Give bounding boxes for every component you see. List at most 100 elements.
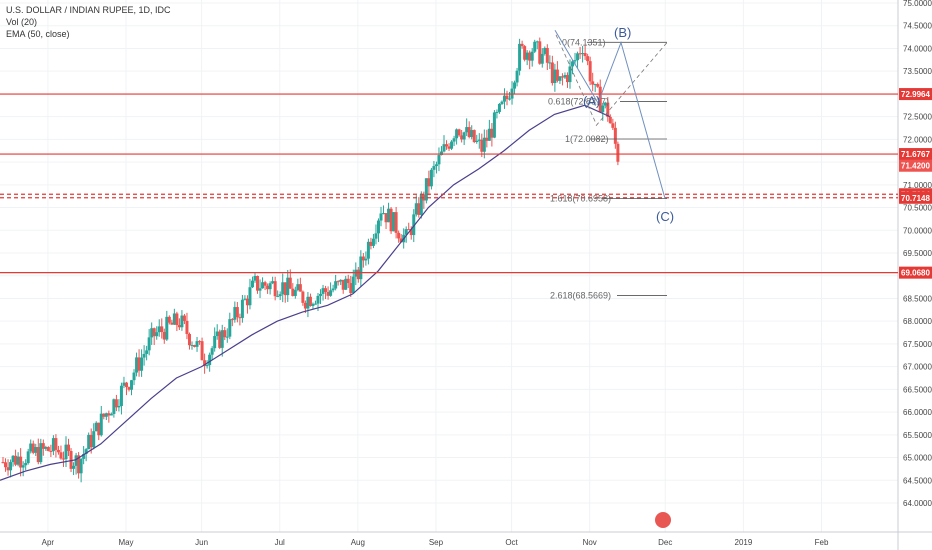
candle-body <box>492 112 496 138</box>
candle-body <box>379 213 383 221</box>
candle-body <box>210 348 214 355</box>
y-tick-label: 74.5000 <box>903 22 932 31</box>
candle-body <box>230 319 234 321</box>
candle-body <box>122 382 126 386</box>
x-tick-label: Jul <box>275 538 285 547</box>
x-tick-label: Feb <box>815 538 829 547</box>
candle-body <box>366 241 370 259</box>
candle-body <box>608 116 612 124</box>
y-tick-label: 67.0000 <box>903 363 932 372</box>
candle-body <box>606 102 610 117</box>
volume-indicator-label[interactable]: Vol (20) <box>6 17 38 27</box>
candle-body <box>271 281 275 284</box>
candle-body <box>311 303 315 306</box>
candle-body <box>165 316 169 340</box>
candle-body <box>286 277 290 296</box>
candle-body <box>427 178 431 187</box>
y-tick-label: 69.5000 <box>903 249 932 258</box>
symbol-title[interactable]: U.S. DOLLAR / INDIAN RUPEE, 1D, IDC <box>6 5 171 15</box>
price-tag <box>899 148 932 161</box>
candle-body <box>545 47 549 63</box>
elliott-wave-line <box>554 30 666 199</box>
candle-body <box>593 84 597 86</box>
candle-body <box>369 241 373 246</box>
ema-line <box>0 104 611 481</box>
candle-body <box>351 276 355 294</box>
candle-body <box>306 296 310 309</box>
candle-body <box>124 382 128 388</box>
candle-body <box>359 256 363 280</box>
candle-body <box>316 295 320 304</box>
candle-body <box>412 214 416 236</box>
candle-body <box>195 341 199 347</box>
candle-body <box>245 298 249 306</box>
candle-body <box>4 462 8 468</box>
current-price-label: 71.4200 <box>901 162 930 171</box>
candle-body <box>576 53 580 61</box>
candle-body <box>205 365 209 367</box>
candle-body <box>167 316 171 323</box>
candle-body <box>273 281 277 297</box>
candle-body <box>397 232 401 239</box>
candle-body <box>213 336 217 349</box>
candle-body <box>460 135 464 140</box>
candle-body <box>404 229 408 235</box>
candle-body <box>36 447 40 463</box>
y-tick-label: 71.0000 <box>903 181 932 190</box>
ema-indicator-label[interactable]: EMA (50, close) <box>6 29 70 39</box>
candle-body <box>74 455 78 466</box>
y-tick-label: 68.0000 <box>903 317 932 326</box>
candle-body <box>193 345 197 347</box>
candle-body <box>591 81 595 85</box>
candle-body <box>261 282 265 289</box>
y-tick-label: 74.0000 <box>903 44 932 53</box>
fib-level-label: 2.618(68.5669) <box>550 290 611 300</box>
candle-body <box>384 213 388 223</box>
y-tick-label: 68.5000 <box>903 294 932 303</box>
candle-body <box>157 326 161 333</box>
candle-body <box>228 319 232 337</box>
candle-body <box>132 372 136 381</box>
candle-body <box>442 144 446 152</box>
candle-body <box>220 330 224 348</box>
candle-body <box>394 212 398 233</box>
candle-body <box>563 75 567 78</box>
candle-body <box>198 341 202 343</box>
candle-body <box>432 166 436 170</box>
candle-body <box>535 41 539 43</box>
candle-body <box>336 281 340 283</box>
candle-body <box>298 284 302 292</box>
wave-label: (B) <box>614 25 631 40</box>
candle-body <box>560 76 564 78</box>
candle-body <box>119 385 123 406</box>
candle-body <box>147 337 151 351</box>
candle-body <box>414 203 418 215</box>
candle-body <box>581 53 585 55</box>
candle-body <box>117 405 121 408</box>
candle-body <box>182 315 186 321</box>
candle-body <box>445 144 449 147</box>
candle-body <box>283 282 287 296</box>
candle-body <box>278 294 282 297</box>
candle-body <box>59 452 63 459</box>
y-tick-label: 64.5000 <box>903 476 932 485</box>
y-tick-label: 73.5000 <box>903 67 932 76</box>
candle-body <box>520 43 524 47</box>
candle-body <box>598 86 602 113</box>
candle-body <box>324 288 328 292</box>
candle-body <box>67 444 71 452</box>
candle-body <box>34 447 38 453</box>
wave-label: (A) <box>583 93 600 108</box>
x-tick-label: Apr <box>42 538 55 547</box>
candle-body <box>588 61 592 82</box>
price-tag-label: 72.9964 <box>901 90 930 99</box>
candle-body <box>61 458 65 460</box>
candle-body <box>215 331 219 337</box>
candle-body <box>112 399 116 414</box>
candle-body <box>424 178 428 201</box>
candle-body <box>6 467 10 471</box>
candle-body <box>334 281 338 289</box>
candle-body <box>308 296 312 306</box>
candle-body <box>296 284 300 291</box>
